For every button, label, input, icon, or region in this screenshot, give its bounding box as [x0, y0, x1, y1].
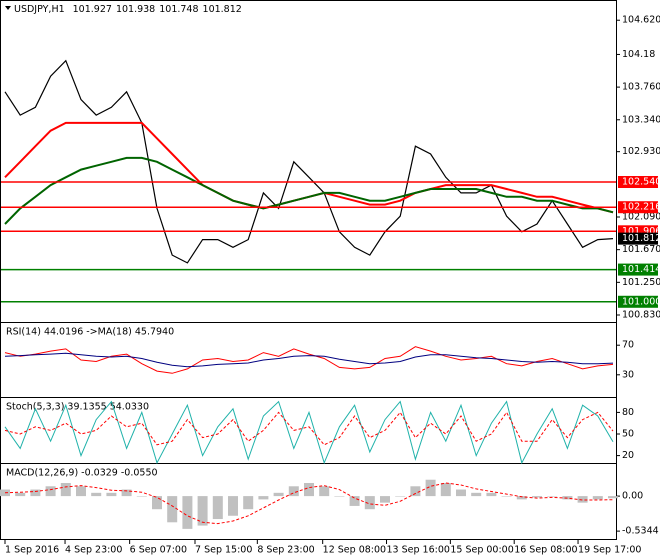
histogram-bar	[486, 492, 497, 497]
x-tick-label: 1 Sep 2016	[5, 545, 59, 556]
y-tick-label: 30	[622, 369, 634, 380]
histogram-bar	[471, 492, 482, 497]
series-line	[4, 156, 614, 225]
histogram-bar	[15, 492, 26, 497]
y-tick-label: 101.670	[622, 244, 660, 255]
histogram-bar	[577, 496, 588, 503]
x-tick-label: 13 Sep 16:00	[387, 545, 450, 556]
x-tick-label: 6 Sep 07:00	[130, 545, 187, 556]
y-tick-label: 104.18	[622, 49, 655, 60]
y-tick-label: 103.760	[622, 82, 660, 93]
level-label-box	[618, 295, 658, 308]
histogram-bar	[547, 496, 558, 497]
x-tick-label: 19 Sep 17:00	[578, 545, 641, 556]
histogram-bar	[0, 489, 10, 497]
x-tick-label: 7 Sep 15:00	[195, 545, 252, 556]
chart-header: USDJPY,H1 101.927 101.938 101.748 101.812	[14, 4, 242, 15]
histogram-bar	[60, 483, 71, 497]
histogram-bar	[136, 496, 147, 497]
y-tick-label: 70	[622, 340, 634, 351]
indicator-title: RSI(14) 44.0196 ->MA(18) 45.7940	[6, 327, 174, 338]
histogram-bar	[197, 496, 208, 526]
ohlc-value: 101.927	[73, 4, 112, 15]
menu-arrow[interactable]	[5, 6, 11, 10]
y-tick-label: 0.00	[622, 491, 643, 502]
histogram-bar	[501, 496, 512, 497]
histogram-bar	[106, 492, 117, 497]
x-tick-label: 12 Sep 08:00	[323, 545, 386, 556]
series-line	[4, 346, 614, 374]
histogram-bar	[532, 496, 542, 498]
histogram-bar	[167, 496, 178, 523]
histogram-bar	[592, 496, 603, 500]
histogram-bar	[76, 486, 86, 497]
x-tick-label: 15 Sep 00:00	[450, 545, 513, 556]
level-label: 101.414	[622, 264, 660, 275]
level-label: 102.216	[622, 202, 660, 213]
histogram-bar	[258, 496, 269, 500]
y-tick-label: 104.620	[622, 15, 660, 26]
ohlc-value: 101.812	[203, 4, 242, 15]
x-tick-label: 4 Sep 23:00	[65, 545, 122, 556]
y-tick-label: 100.830	[622, 310, 660, 321]
symbol-title: USDJPY,H1	[14, 4, 65, 15]
histogram-bar	[288, 486, 299, 497]
histogram-bar	[349, 496, 360, 506]
level-label-box	[618, 263, 658, 276]
price-label: 101.812	[622, 233, 660, 244]
histogram-bar	[228, 496, 238, 516]
macd-frame	[0, 463, 617, 540]
histogram-bar	[440, 483, 451, 497]
histogram-bar	[380, 496, 390, 503]
histogram-bar	[121, 489, 132, 497]
histogram-bar	[334, 496, 345, 497]
level-label: 101.906	[622, 226, 660, 237]
histogram-bar	[182, 496, 193, 529]
y-tick-label: -0.5344	[622, 526, 659, 537]
histogram-bar	[425, 479, 436, 497]
histogram-bar	[30, 489, 41, 497]
y-tick-label: 102.930	[622, 146, 660, 157]
ohlc-value: 101.748	[159, 4, 198, 15]
y-tick-label: 102.090	[622, 212, 660, 223]
histogram-bar	[516, 496, 527, 500]
x-tick-label: 16 Sep 08:00	[514, 545, 577, 556]
level-label-box	[618, 201, 658, 214]
x-tick-label: 8 Sep 23:00	[257, 545, 314, 556]
histogram-bar	[395, 496, 406, 497]
histogram-bar	[243, 496, 254, 510]
y-tick-label: 50	[622, 429, 634, 440]
y-tick-label: 20	[622, 450, 634, 461]
level-label-box	[618, 176, 658, 188]
indicator-title: MACD(12,26,9) -0.0329 -0.0550	[6, 468, 158, 479]
level-label: 101.000	[622, 296, 660, 307]
histogram-bar	[364, 496, 375, 510]
y-tick-label: 103.340	[622, 114, 660, 125]
ohlc-value: 101.938	[116, 4, 155, 15]
price-box	[618, 232, 658, 245]
histogram-bar	[304, 483, 314, 497]
histogram-bar	[319, 486, 330, 497]
histogram-bar	[456, 489, 466, 497]
histogram-bar	[212, 496, 223, 520]
series-line	[4, 411, 614, 446]
series-line	[4, 482, 614, 525]
histogram-bar	[273, 492, 284, 497]
indicator-title: Stoch(5,3,3) 39.1355 54.0330	[6, 402, 149, 413]
histogram-bar	[45, 486, 56, 497]
histogram-bar	[608, 496, 618, 499]
histogram-bar	[91, 492, 102, 497]
y-tick-label: 80	[622, 407, 634, 418]
level-label: 102.540	[622, 177, 660, 188]
y-tick-label: 101.250	[622, 277, 660, 288]
series-line	[4, 352, 614, 368]
histogram-bar	[410, 486, 421, 497]
series-line	[4, 59, 614, 264]
histogram-bar	[152, 496, 162, 510]
